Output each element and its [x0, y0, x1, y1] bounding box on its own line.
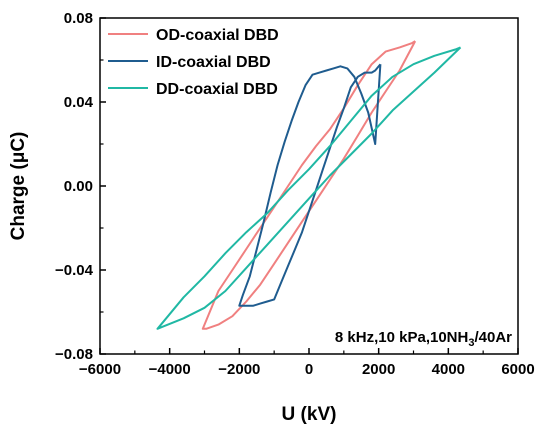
- y-tick-label: −0.08: [55, 346, 93, 363]
- legend-label-dd: DD-coaxial DBD: [156, 81, 278, 98]
- x-tick-label: −2000: [218, 361, 260, 378]
- condition-annotation: 8 kHz,10 kPa,10NH3/40Ar: [335, 329, 512, 349]
- legend-label-id: ID-coaxial DBD: [156, 54, 271, 71]
- series-layer: [156, 40, 462, 330]
- x-axis-title: U (kV): [282, 404, 337, 425]
- x-tick-label: 4000: [432, 361, 465, 378]
- tick-layer: −6000 −4000 −2000 0 2000 4000 6000 −0.08 −0.04 0.…: [55, 10, 535, 378]
- x-tick-label: −6000: [79, 361, 121, 378]
- series-line-2: [238, 63, 382, 307]
- y-axis-title: Charge (μC): [8, 132, 29, 241]
- series-line-3: [156, 46, 462, 330]
- y-tick-label: 0.08: [64, 10, 93, 27]
- x-tick-label: 6000: [501, 361, 534, 378]
- y-tick-label: 0.04: [64, 94, 94, 111]
- x-tick-label: −4000: [149, 361, 191, 378]
- legend-label-od: OD-coaxial DBD: [156, 27, 279, 44]
- y-tick-label: 0.00: [64, 178, 93, 195]
- y-tick-label: −0.04: [55, 262, 94, 279]
- x-tick-label: 2000: [362, 361, 395, 378]
- x-tick-label: 0: [305, 361, 313, 378]
- legend: OD-coaxial DBD ID-coaxial DBD DD-coaxial…: [108, 27, 279, 98]
